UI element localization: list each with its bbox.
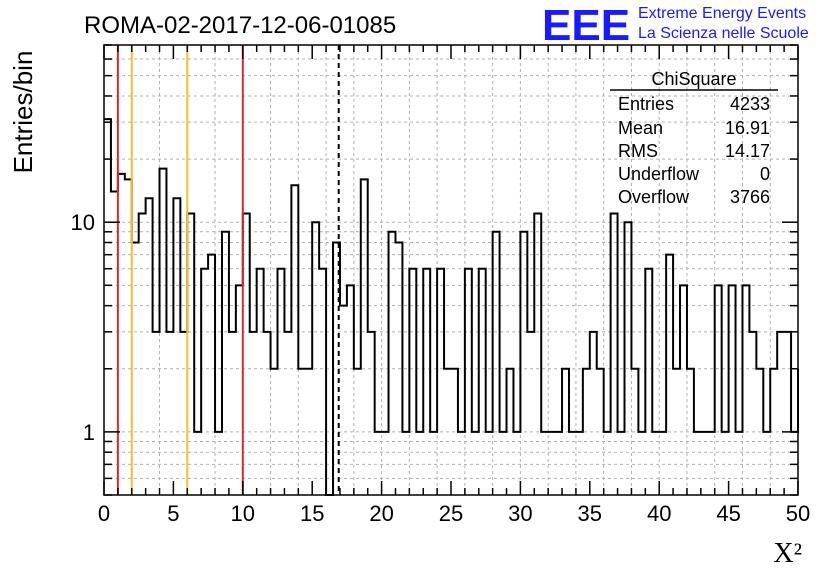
x-tick-label: 30	[508, 501, 532, 526]
logo-line-2: La Scienza nelle Scuole	[638, 25, 809, 42]
x-tick-label: 35	[578, 501, 602, 526]
x-tick-labels: 0 5 10 15 20 25 30 35 40 45 50	[98, 501, 810, 526]
stat-label-underflow: Underflow	[618, 164, 700, 184]
y-tick-label: 1	[83, 420, 95, 445]
x-tick-label: 10	[231, 501, 255, 526]
chart-title: ROMA-02-2017-12-06-01085	[84, 12, 396, 39]
x-tick-label: 45	[716, 501, 740, 526]
y-tick-label: 10	[71, 210, 95, 235]
logo-line-1: Extreme Energy Events	[638, 5, 806, 22]
x-tick-label: 40	[647, 501, 671, 526]
stats-box: ChiSquare Entries 4233 Mean 16.91 RMS 14…	[610, 69, 778, 207]
stat-label-mean: Mean	[618, 118, 663, 138]
x-tick-label: 0	[98, 501, 110, 526]
x-tick-label: 25	[439, 501, 463, 526]
stat-label-overflow: Overflow	[618, 187, 690, 207]
y-tick-labels: 1 10	[71, 210, 95, 445]
eee-logo: EEE Extreme Energy Events La Scienza nel…	[542, 1, 809, 50]
x-tick-label: 5	[167, 501, 179, 526]
logo-mark: EEE	[542, 1, 630, 50]
stat-value-entries: 4233	[730, 94, 770, 114]
histogram-series	[104, 118, 799, 496]
x-axis-label: X²	[773, 538, 802, 569]
stat-value-rms: 14.17	[725, 141, 770, 161]
vertical-markers	[116, 45, 340, 495]
axis-ticks	[103, 44, 799, 496]
stat-label-entries: Entries	[618, 94, 674, 114]
stats-box-name: ChiSquare	[651, 69, 736, 89]
x-tick-label: 20	[369, 501, 393, 526]
x-tick-label: 15	[300, 501, 324, 526]
x-tick-label: 50	[786, 501, 810, 526]
stat-value-mean: 16.91	[725, 118, 770, 138]
stat-label-rms: RMS	[618, 141, 658, 161]
y-axis-label: Entries/bin	[8, 51, 38, 174]
stat-value-overflow: 3766	[730, 187, 770, 207]
stat-value-underflow: 0	[760, 164, 770, 184]
